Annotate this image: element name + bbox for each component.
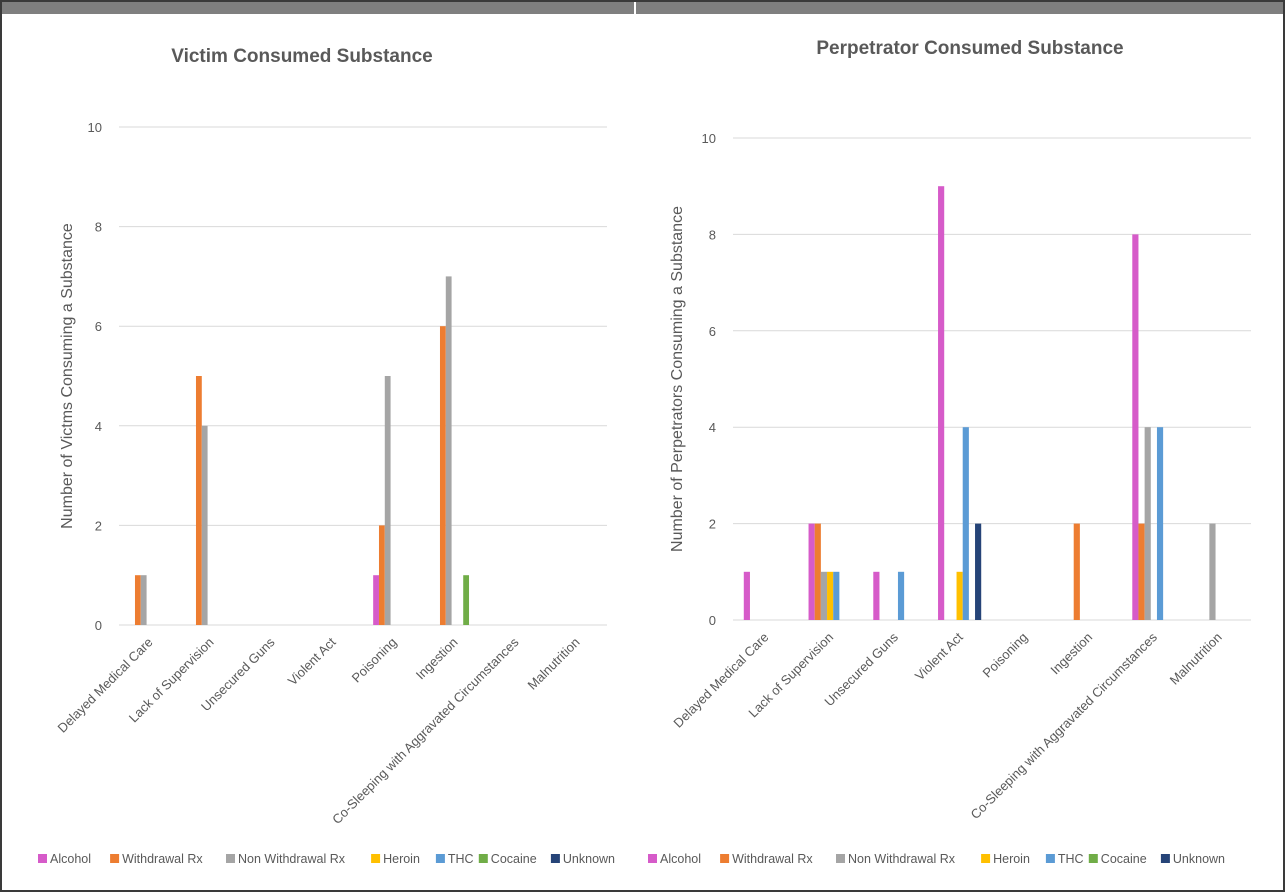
perpetrator-legend: Alcohol Withdrawal Rx Non Withdrawal Rx Her…	[648, 852, 1225, 866]
victim-legend-label-cocaine: Cocaine	[491, 852, 537, 866]
perpetrator-bar-heroin-lack-of-supervision	[827, 571, 834, 620]
panel-divider	[634, 0, 636, 14]
victim-ytick-label-8: 8	[95, 220, 102, 235]
victim-legend-swatch-non-withdrawal-rx	[226, 854, 235, 863]
perpetrator-category-label-poisoning: Poisoning	[980, 630, 1031, 681]
perpetrator-category-label-violent-act: Violent Act	[912, 629, 966, 683]
perpetrator-ytick-label-10: 10	[702, 131, 716, 146]
victim-ytick-label-0: 0	[95, 618, 102, 633]
perpetrator-bar-thc-violent-act	[962, 427, 969, 620]
victim-bar-alcohol-poisoning	[373, 575, 379, 625]
perpetrator-y-axis-label: Number of Perpetrators Consuming a Subst…	[669, 206, 686, 552]
perpetrator-category-label-ingestion: Ingestion	[1047, 630, 1095, 678]
perpetrator-bar-non-withdrawal-rx-malnutrition	[1209, 523, 1216, 620]
victim-legend-swatch-heroin	[371, 854, 381, 863]
victim-bar-withdrawal-rx-delayed-medical-care	[134, 575, 141, 625]
victim-chart-title: Victim Consumed Substance	[171, 46, 433, 67]
perpetrator-legend-label-cocaine: Cocaine	[1101, 852, 1147, 866]
victim-legend-label-alcohol: Alcohol	[50, 852, 91, 866]
perpetrator-bar-withdrawal-rx-ingestion	[1073, 523, 1080, 620]
victim-bar-non-withdrawal-rx-poisoning	[384, 376, 391, 625]
victim-category-label-ingestion: Ingestion	[413, 635, 461, 683]
perpetrator-legend-swatch-non-withdrawal-rx	[836, 854, 845, 863]
perpetrator-legend-swatch-thc	[1045, 854, 1055, 863]
victim-bar-non-withdrawal-rx-delayed-medical-care	[140, 575, 147, 625]
perpetrator-legend-swatch-withdrawal-rx	[720, 854, 730, 863]
victim-legend-label-withdrawal-rx: Withdrawal Rx	[122, 852, 203, 866]
victim-chart: Victim Consumed Substance 0 2 4 6 8 10 Number o…	[38, 46, 615, 866]
victim-ytick-label-2: 2	[95, 518, 102, 533]
perpetrator-legend-label-heroin: Heroin	[993, 852, 1030, 866]
perpetrator-legend-label-non-withdrawal-rx: Non Withdrawal Rx	[848, 852, 956, 866]
victim-legend-swatch-withdrawal-rx	[110, 854, 120, 863]
perpetrator-bar-non-withdrawal-rx-lack-of-supervision	[820, 571, 828, 620]
perpetrator-legend-label-alcohol: Alcohol	[660, 852, 701, 866]
perpetrator-bar-alcohol-lack-of-supervision	[808, 523, 815, 620]
victim-category-label-poisoning: Poisoning	[349, 635, 400, 686]
victim-ytick-label-4: 4	[95, 419, 102, 434]
perpetrator-bar-withdrawal-rx-lack-of-supervision	[814, 523, 821, 620]
victim-bar-withdrawal-rx-lack-of-supervision	[195, 376, 202, 625]
perpetrator-legend-swatch-cocaine	[1088, 854, 1098, 863]
perpetrator-bar-alcohol-violent-act	[938, 186, 945, 620]
victim-chart-panel: Victim Consumed Substance 0 2 4 6 8 10 Number o…	[2, 14, 634, 890]
victim-ytick-label-6: 6	[95, 319, 102, 334]
perpetrator-chart: Perpetrator Consumed Substance 0 2 4 6 8 10 Num…	[648, 38, 1251, 866]
victim-category-label-violent-act: Violent Act	[285, 634, 339, 688]
perpetrator-bar-thc-unsecured-guns	[897, 571, 905, 620]
victim-y-axis-label: Number of Victms Consuming a Substance	[59, 223, 76, 529]
perpetrator-ytick-label-6: 6	[709, 324, 716, 339]
perpetrator-bar-alcohol-co-sleeping-with-aggravated-circumstances	[1132, 234, 1139, 620]
perpetrator-legend-label-unknown: Unknown	[1173, 852, 1225, 866]
perpetrator-legend-swatch-alcohol	[648, 854, 657, 863]
perpetrator-legend-swatch-unknown	[1160, 854, 1170, 863]
perpetrator-chart-panel: Perpetrator Consumed Substance 0 2 4 6 8 10 Num…	[637, 14, 1283, 890]
perpetrator-chart-title: Perpetrator Consumed Substance	[816, 38, 1123, 59]
victim-legend: Alcohol Withdrawal Rx Non Withdrawal Rx Her…	[38, 852, 615, 866]
victim-bar-withdrawal-rx-ingestion	[439, 326, 446, 625]
perpetrator-bar-thc-lack-of-supervision	[833, 571, 840, 620]
perpetrator-bar-thc-co-sleeping-with-aggravated-circumstances	[1156, 427, 1164, 620]
victim-legend-swatch-unknown	[550, 854, 560, 863]
perpetrator-ytick-label-8: 8	[709, 227, 716, 242]
victim-ytick-label-10: 10	[88, 120, 102, 135]
perpetrator-bar-withdrawal-rx-co-sleeping-with-aggravated-circumstances	[1138, 523, 1145, 620]
victim-legend-swatch-cocaine	[478, 854, 488, 863]
perpetrator-ytick-label-4: 4	[709, 420, 716, 435]
victim-legend-label-heroin: Heroin	[383, 852, 420, 866]
victim-legend-label-thc: THC	[448, 852, 474, 866]
perpetrator-legend-label-thc: THC	[1058, 852, 1084, 866]
victim-bar-withdrawal-rx-poisoning	[378, 525, 385, 625]
perpetrator-category-label-malnutrition: Malnutrition	[1167, 630, 1225, 688]
victim-legend-swatch-alcohol	[38, 854, 47, 863]
perpetrator-bar-non-withdrawal-rx-co-sleeping-with-aggravated-circumstances	[1144, 427, 1151, 620]
perpetrator-legend-swatch-heroin	[981, 854, 991, 863]
perpetrator-bar-unknown-violent-act	[975, 523, 982, 620]
perpetrator-ytick-label-0: 0	[709, 613, 716, 628]
victim-bar-cocaine-ingestion	[463, 575, 470, 625]
perpetrator-bar-heroin-violent-act	[956, 571, 963, 620]
victim-bar-non-withdrawal-rx-ingestion	[445, 276, 452, 625]
victim-bar-non-withdrawal-rx-lack-of-supervision	[201, 425, 208, 625]
top-banner	[0, 0, 1285, 14]
victim-legend-swatch-thc	[435, 854, 445, 863]
victim-category-label-malnutrition: Malnutrition	[524, 635, 582, 693]
victim-legend-label-unknown: Unknown	[563, 852, 615, 866]
perpetrator-bar-alcohol-delayed-medical-care	[743, 571, 750, 620]
perpetrator-ytick-label-2: 2	[709, 517, 716, 532]
victim-legend-label-non-withdrawal-rx: Non Withdrawal Rx	[238, 852, 346, 866]
perpetrator-bar-alcohol-unsecured-guns	[873, 571, 880, 620]
perpetrator-legend-label-withdrawal-rx: Withdrawal Rx	[732, 852, 813, 866]
